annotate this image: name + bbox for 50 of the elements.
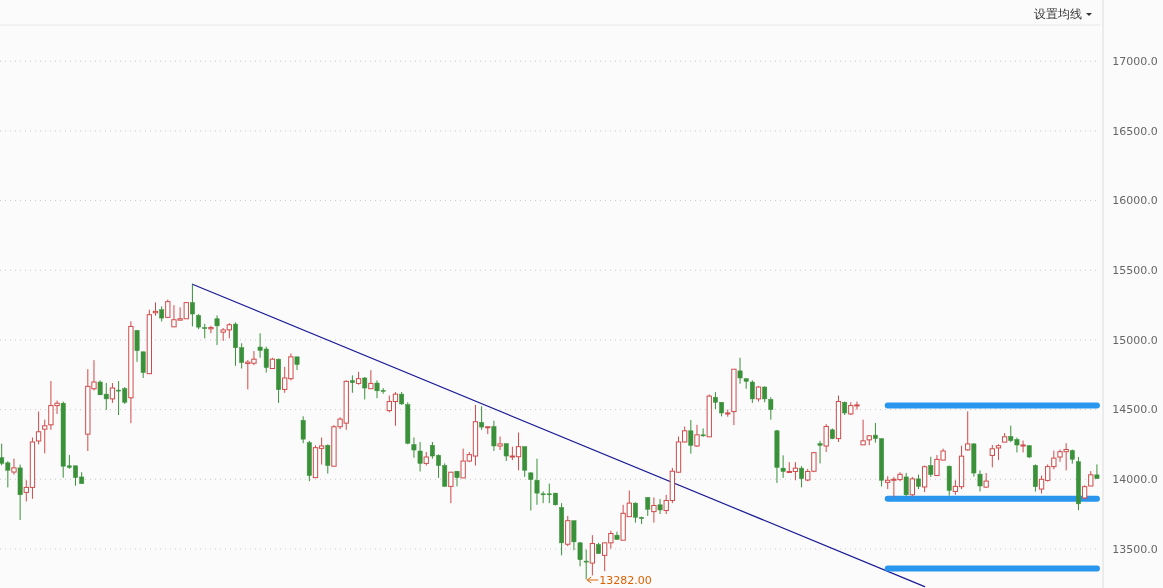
- candlestick: [657, 498, 663, 515]
- y-tick-label: 14500.0: [1112, 403, 1158, 417]
- candlestick: [454, 470, 460, 487]
- candlestick: [109, 382, 116, 404]
- candlestick: [11, 458, 17, 476]
- candlestick: [921, 465, 928, 493]
- candlestick: [823, 423, 829, 453]
- candlestick: [928, 456, 934, 478]
- candlestick: [479, 405, 485, 431]
- candlestick: [688, 419, 694, 455]
- candlestick: [589, 534, 596, 576]
- candlestick: [909, 476, 915, 497]
- candlestick: [1094, 463, 1100, 480]
- y-tick-label: 16500.0: [1112, 124, 1158, 138]
- text: 设置均线: [1034, 7, 1082, 21]
- candlestick: [965, 410, 971, 452]
- candlestick: [134, 329, 140, 363]
- candlestick: [780, 454, 786, 479]
- candlestick: [190, 283, 195, 327]
- y-tick-label: 15500.0: [1112, 264, 1158, 278]
- candlestick: [140, 351, 146, 379]
- y-tick-label: 17000.0: [1112, 55, 1158, 69]
- candlestick: [497, 436, 503, 451]
- y-tick-label: 15000.0: [1112, 333, 1158, 347]
- candlestick: [528, 471, 534, 512]
- candlestick: [491, 420, 497, 452]
- y-tick-label: 14000.0: [1112, 473, 1158, 487]
- candlestick: [42, 419, 48, 454]
- candlestick: [208, 325, 214, 334]
- candlestick: [700, 427, 706, 438]
- candlestick: [325, 443, 331, 475]
- candlestick: [362, 376, 368, 400]
- candlestick: [903, 472, 909, 497]
- candlestick: [448, 471, 454, 504]
- candlestick: [817, 440, 823, 464]
- annotation: 13282.00: [599, 573, 652, 587]
- candlestick: [214, 314, 220, 346]
- candlestick: [1032, 463, 1038, 493]
- candlestick: [583, 549, 589, 580]
- candlestick: [645, 496, 651, 517]
- y-tick-label: 16000.0: [1112, 194, 1158, 208]
- candlestick: [651, 496, 657, 524]
- candlestick: [368, 369, 374, 390]
- y-tick-label: 13500.0: [1112, 542, 1158, 556]
- candlestick: [300, 415, 306, 444]
- candlestick: [565, 515, 571, 547]
- candlestick: [1020, 440, 1026, 453]
- candlestick: [799, 465, 804, 488]
- candlestick: [694, 424, 700, 448]
- candlestick: [522, 446, 528, 478]
